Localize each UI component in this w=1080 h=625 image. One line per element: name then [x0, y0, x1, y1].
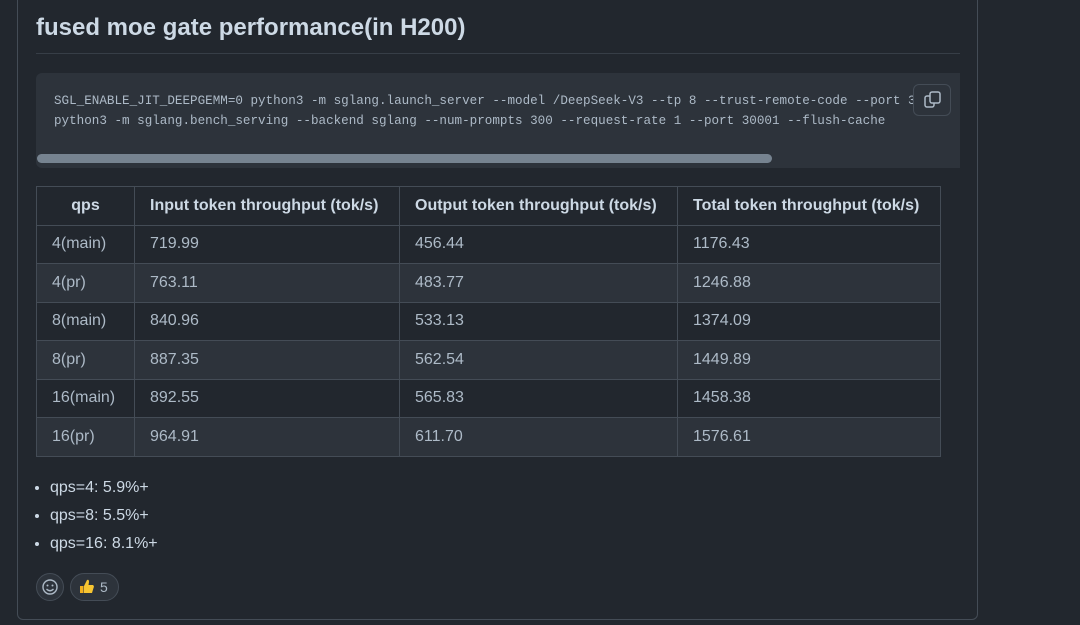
- table-cell: 887.35: [134, 340, 400, 380]
- table-row: 4(main) 719.99 456.44 1176.43: [36, 224, 941, 264]
- copy-button[interactable]: [913, 84, 951, 116]
- code-line: SGL_ENABLE_JIT_DEEPGEMM=0 python3 -m sgl…: [54, 94, 946, 108]
- code-block: SGL_ENABLE_JIT_DEEPGEMM=0 python3 -m sgl…: [36, 73, 960, 168]
- table-cell: 456.44: [399, 224, 678, 264]
- reaction-count: 5: [100, 579, 108, 595]
- copy-icon: [924, 91, 941, 108]
- table-cell: 611.70: [399, 417, 678, 457]
- table-cell: 892.55: [134, 378, 400, 418]
- table-cell: 483.77: [399, 263, 678, 303]
- table-cell: 533.13: [399, 301, 678, 341]
- bullet-item: qps=8: 5.5%+: [50, 502, 158, 530]
- table-cell: 1576.61: [677, 417, 941, 457]
- table-cell: 8(pr): [36, 340, 135, 380]
- header-cell: qps: [36, 186, 135, 226]
- table-cell: 1449.89: [677, 340, 941, 380]
- add-reaction[interactable]: [36, 573, 64, 601]
- thumbs-up-icon: [80, 579, 94, 593]
- comment-box: [17, 0, 978, 620]
- header-row: qps Input token throughput (tok/s) Output …: [36, 186, 941, 226]
- table-cell: 4(pr): [36, 263, 135, 303]
- table-cell: 4(main): [36, 224, 135, 264]
- table-cell: 964.91: [134, 417, 400, 457]
- table-row: 16(pr) 964.91 611.70 1576.61: [36, 417, 941, 457]
- table-cell: 16(main): [36, 378, 135, 418]
- header-cell: Output token throughput (tok/s): [399, 186, 678, 226]
- table-cell: 719.99: [134, 224, 400, 264]
- table-row: 16(main) 892.55 565.83 1458.38: [36, 378, 941, 418]
- table-cell: 1458.38: [677, 378, 941, 418]
- table-cell: 1176.43: [677, 224, 941, 264]
- thumbs-up-reaction[interactable]: 5: [70, 573, 119, 601]
- bullet-list: qps=4: 5.9%+qps=8: 5.5%+qps=16: 8.1%+: [28, 474, 158, 558]
- table-cell: 562.54: [399, 340, 678, 380]
- table-cell: 1374.09: [677, 301, 941, 341]
- bullet-item: qps=4: 5.9%+: [50, 474, 158, 502]
- table-cell: 8(main): [36, 301, 135, 341]
- table-row: 8(pr) 887.35 562.54 1449.89: [36, 340, 941, 380]
- code-text: SGL_ENABLE_JIT_DEEPGEMM=0 python3 -m sgl…: [54, 91, 946, 131]
- heading: fused moe gate performance(in H200): [36, 14, 466, 41]
- table-cell: 565.83: [399, 378, 678, 418]
- header-cell: Input token throughput (tok/s): [134, 186, 400, 226]
- table-row: 4(pr) 763.11 483.77 1246.88: [36, 263, 941, 303]
- table-cell: 1246.88: [677, 263, 941, 303]
- heading-rule: [36, 53, 960, 54]
- table-cell: 16(pr): [36, 417, 135, 457]
- code-line: python3 -m sglang.bench_serving --backen…: [54, 114, 886, 128]
- table-row: 8(main) 840.96 533.13 1374.09: [36, 301, 941, 341]
- bullet-item: qps=16: 8.1%+: [50, 530, 158, 558]
- results-table: qps Input token throughput (tok/s) Output …: [36, 186, 941, 457]
- table-cell: 763.11: [134, 263, 400, 303]
- smiley-icon: [42, 579, 58, 595]
- header-cell: Total token throughput (tok/s): [677, 186, 941, 226]
- table-cell: 840.96: [134, 301, 400, 341]
- scrollbar[interactable]: [37, 154, 772, 163]
